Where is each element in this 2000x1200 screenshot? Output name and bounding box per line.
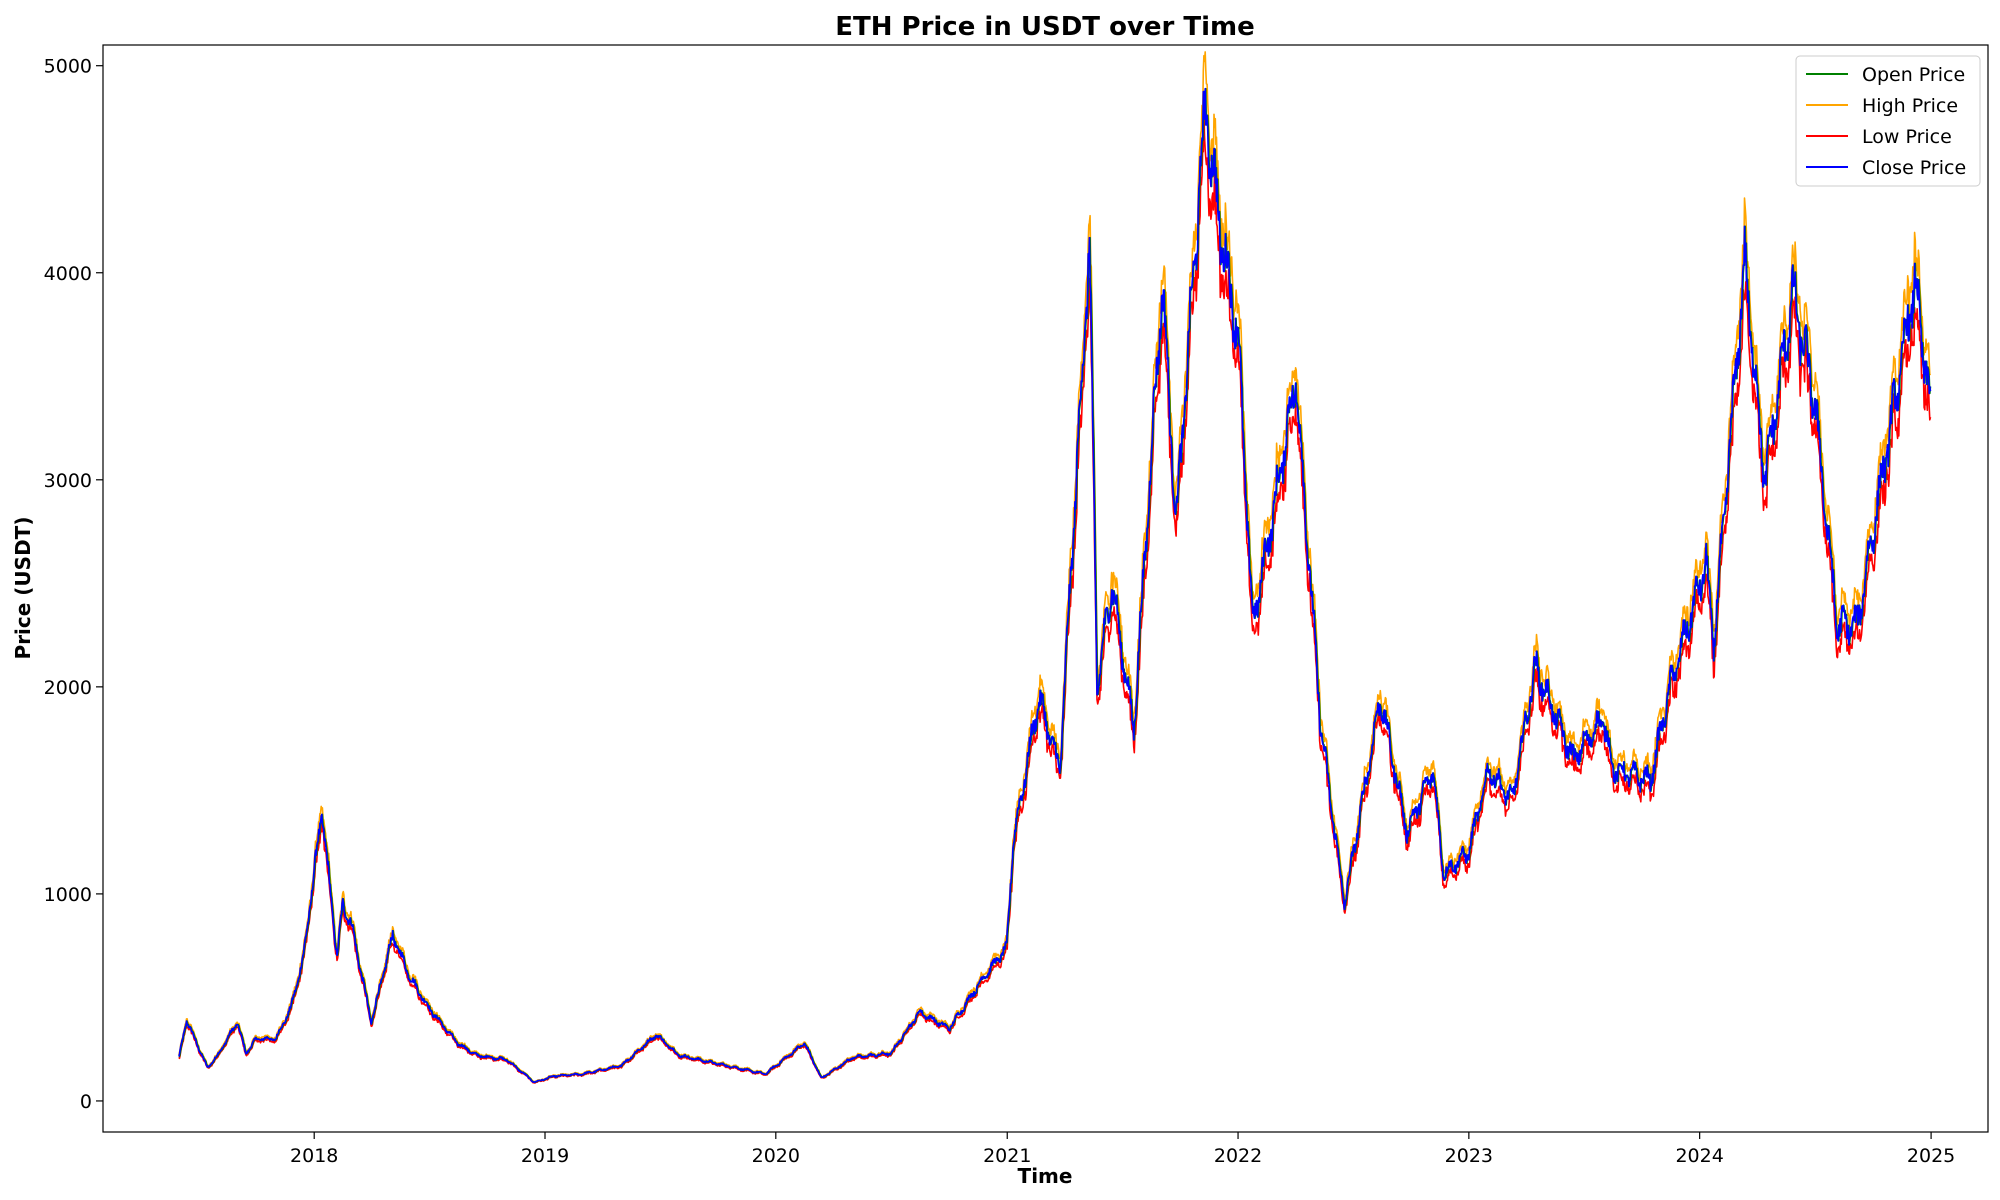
x-tick-label: 2020 (752, 1145, 800, 1167)
x-tick-label: 2021 (983, 1145, 1031, 1167)
series-line-close-price (178, 87, 1932, 1083)
y-tick-label: 2000 (44, 677, 92, 699)
x-tick-label: 2019 (521, 1145, 569, 1167)
x-axis-ticks: 2018 2019 2020 2021 2022 2023 2024 2025 (290, 1132, 1955, 1167)
legend-label: High Price (1862, 95, 1958, 117)
legend-label: Open Price (1862, 64, 1965, 86)
chart-title: ETH Price in USDT over Time (835, 12, 1255, 42)
y-tick-label: 1000 (44, 884, 92, 906)
x-axis-label: Time (1018, 1164, 1073, 1188)
plot-frame (102, 44, 1989, 1133)
x-tick-label: 2023 (1445, 1145, 1493, 1167)
y-tick-label: 5000 (44, 56, 92, 78)
y-tick-label: 4000 (44, 263, 92, 285)
x-tick-label: 2022 (1214, 1145, 1262, 1167)
series-line-high-price (178, 51, 1932, 1083)
legend-box (1795, 55, 1981, 187)
y-tick-label: 0 (80, 1091, 92, 1113)
y-axis-label: Price (USDT) (11, 517, 35, 660)
series-lines (178, 51, 1932, 1084)
legend: Open Price High Price Low Price Close Price (1795, 55, 1981, 187)
x-tick-label: 2024 (1675, 1145, 1723, 1167)
x-tick-label: 2025 (1907, 1145, 1955, 1167)
x-tick-label: 2018 (290, 1145, 338, 1167)
legend-label: Close Price (1862, 157, 1966, 179)
legend-label: Low Price (1862, 126, 1952, 148)
y-axis-ticks: 0 1000 2000 3000 4000 5000 (44, 56, 103, 1113)
y-tick-label: 3000 (44, 470, 92, 492)
